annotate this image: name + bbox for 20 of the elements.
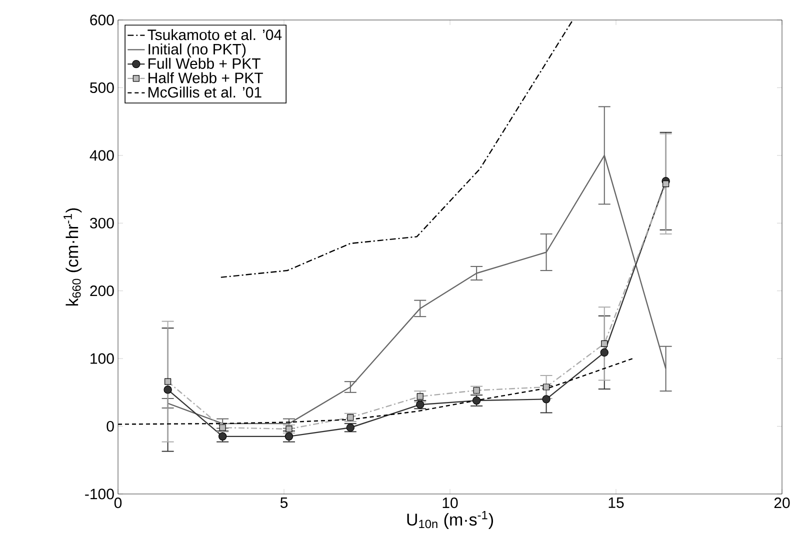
x-tick-label: 0 <box>114 498 122 508</box>
y-tick-label: 500 <box>90 82 114 94</box>
x-tick-label: 20 <box>774 498 790 508</box>
x-tick-label: 10 <box>442 498 458 508</box>
legend-label: Half Webb + PKT <box>148 72 263 84</box>
legend-label: McGillis et al. ’01 <box>148 86 262 98</box>
legend-label: Full Webb + PKT <box>148 58 260 69</box>
x-axis-title: U$_{10n}$ (m·s$^{-1}$) <box>407 511 493 529</box>
y-tick-label: 200 <box>90 286 114 296</box>
legend-label: Tsukamoto et al. ’04 <box>148 29 282 40</box>
y-tick-label: 300 <box>90 218 114 228</box>
legend-label: Initial (no PKT) <box>148 44 246 58</box>
y-axis-title: k$_{660}$ (cm·hr$^{-1}$) <box>64 208 82 306</box>
x-tick-label: 5 <box>280 498 288 508</box>
y-tick-label: 600 <box>90 14 114 26</box>
y-tick-label: -100 <box>85 488 114 500</box>
y-tick-label: 400 <box>90 150 114 161</box>
y-tick-label: 100 <box>90 353 114 364</box>
y-tick-label: 0 <box>106 420 114 432</box>
x-tick-label: 15 <box>608 498 624 508</box>
